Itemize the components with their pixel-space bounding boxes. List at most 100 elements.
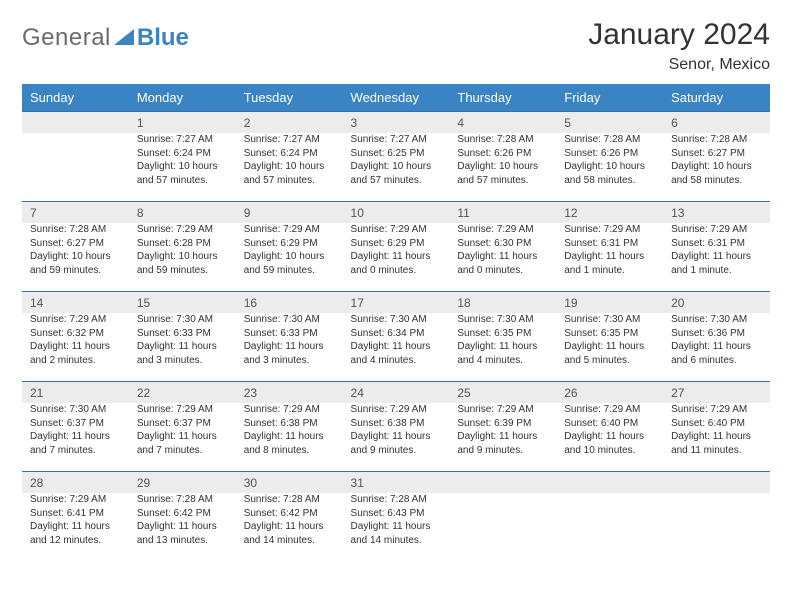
day-number-cell: 29 bbox=[129, 472, 236, 494]
day-detail-line: Daylight: 10 hours bbox=[671, 160, 762, 174]
day-detail-line: and 9 minutes. bbox=[457, 444, 548, 458]
day-detail-cell: Sunrise: 7:28 AMSunset: 6:26 PMDaylight:… bbox=[449, 133, 556, 202]
day-detail-line: and 5 minutes. bbox=[564, 354, 655, 368]
day-detail-cell: Sunrise: 7:30 AMSunset: 6:36 PMDaylight:… bbox=[663, 313, 770, 382]
day-detail-line: Sunset: 6:37 PM bbox=[137, 417, 228, 431]
day-detail-line: Sunset: 6:35 PM bbox=[457, 327, 548, 341]
day-number-cell: 2 bbox=[236, 112, 343, 134]
day-detail-line: Sunrise: 7:29 AM bbox=[351, 403, 442, 417]
day-detail-line: and 4 minutes. bbox=[351, 354, 442, 368]
day-detail-line: Sunset: 6:33 PM bbox=[137, 327, 228, 341]
day-number-cell: 25 bbox=[449, 382, 556, 404]
day-detail-line: Daylight: 10 hours bbox=[457, 160, 548, 174]
day-header: Wednesday bbox=[343, 84, 450, 112]
day-detail-cell: Sunrise: 7:28 AMSunset: 6:26 PMDaylight:… bbox=[556, 133, 663, 202]
day-detail-line: Daylight: 11 hours bbox=[564, 430, 655, 444]
title-block: January 2024 Senor, Mexico bbox=[588, 18, 770, 74]
day-detail-line: and 59 minutes. bbox=[137, 264, 228, 278]
day-detail-line: Sunset: 6:42 PM bbox=[244, 507, 335, 521]
day-detail-line: Daylight: 11 hours bbox=[564, 340, 655, 354]
day-detail-line: Sunrise: 7:29 AM bbox=[671, 403, 762, 417]
day-number-cell: 4 bbox=[449, 112, 556, 134]
day-detail-cell bbox=[449, 493, 556, 561]
day-detail-line: Sunset: 6:27 PM bbox=[30, 237, 121, 251]
week-detail-row: Sunrise: 7:29 AMSunset: 6:41 PMDaylight:… bbox=[22, 493, 770, 561]
day-detail-line: and 11 minutes. bbox=[671, 444, 762, 458]
day-detail-line: Sunrise: 7:29 AM bbox=[671, 223, 762, 237]
day-detail-line: Sunset: 6:39 PM bbox=[457, 417, 548, 431]
day-number-cell: 11 bbox=[449, 202, 556, 224]
day-detail-line: Daylight: 11 hours bbox=[137, 340, 228, 354]
day-detail-line: Sunrise: 7:30 AM bbox=[671, 313, 762, 327]
day-detail-line: Sunrise: 7:30 AM bbox=[564, 313, 655, 327]
day-detail-line: Daylight: 10 hours bbox=[351, 160, 442, 174]
day-detail-cell bbox=[663, 493, 770, 561]
day-header: Monday bbox=[129, 84, 236, 112]
logo-triangle-icon bbox=[114, 27, 134, 50]
week-number-row: 21222324252627 bbox=[22, 382, 770, 404]
header: General Blue January 2024 Senor, Mexico bbox=[22, 18, 770, 74]
day-detail-line: Daylight: 11 hours bbox=[137, 520, 228, 534]
day-detail-line: Sunset: 6:27 PM bbox=[671, 147, 762, 161]
day-detail-line: Sunrise: 7:29 AM bbox=[30, 313, 121, 327]
day-detail-line: Daylight: 11 hours bbox=[30, 520, 121, 534]
day-detail-line: and 57 minutes. bbox=[351, 174, 442, 188]
day-detail-line: Daylight: 11 hours bbox=[671, 250, 762, 264]
day-detail-line: Daylight: 11 hours bbox=[30, 340, 121, 354]
day-detail-line: Sunset: 6:35 PM bbox=[564, 327, 655, 341]
day-detail-cell: Sunrise: 7:27 AMSunset: 6:24 PMDaylight:… bbox=[236, 133, 343, 202]
day-detail-line: Sunset: 6:31 PM bbox=[671, 237, 762, 251]
day-detail-line: Sunset: 6:38 PM bbox=[244, 417, 335, 431]
day-detail-line: Daylight: 11 hours bbox=[351, 340, 442, 354]
day-detail-line: Sunset: 6:34 PM bbox=[351, 327, 442, 341]
day-number-cell: 31 bbox=[343, 472, 450, 494]
day-detail-line: Sunset: 6:33 PM bbox=[244, 327, 335, 341]
day-detail-cell: Sunrise: 7:29 AMSunset: 6:40 PMDaylight:… bbox=[556, 403, 663, 472]
day-detail-line: Sunrise: 7:27 AM bbox=[351, 133, 442, 147]
day-detail-cell: Sunrise: 7:28 AMSunset: 6:43 PMDaylight:… bbox=[343, 493, 450, 561]
day-detail-line: and 0 minutes. bbox=[457, 264, 548, 278]
day-detail-cell: Sunrise: 7:30 AMSunset: 6:33 PMDaylight:… bbox=[236, 313, 343, 382]
day-header: Saturday bbox=[663, 84, 770, 112]
day-detail-line: Sunrise: 7:29 AM bbox=[564, 403, 655, 417]
day-detail-line: and 14 minutes. bbox=[244, 534, 335, 548]
day-detail-cell: Sunrise: 7:29 AMSunset: 6:38 PMDaylight:… bbox=[236, 403, 343, 472]
day-number-cell bbox=[22, 112, 129, 134]
day-detail-line: and 2 minutes. bbox=[30, 354, 121, 368]
day-number-cell: 1 bbox=[129, 112, 236, 134]
week-number-row: 28293031 bbox=[22, 472, 770, 494]
day-detail-cell: Sunrise: 7:29 AMSunset: 6:28 PMDaylight:… bbox=[129, 223, 236, 292]
day-detail-line: Sunrise: 7:29 AM bbox=[564, 223, 655, 237]
page-subtitle: Senor, Mexico bbox=[588, 56, 770, 74]
day-detail-line: Sunset: 6:24 PM bbox=[244, 147, 335, 161]
day-detail-line: Sunrise: 7:30 AM bbox=[137, 313, 228, 327]
day-detail-line: Sunrise: 7:29 AM bbox=[30, 493, 121, 507]
calendar-head: SundayMondayTuesdayWednesdayThursdayFrid… bbox=[22, 84, 770, 112]
calendar-page: General Blue January 2024 Senor, Mexico … bbox=[0, 0, 792, 612]
day-number-cell: 12 bbox=[556, 202, 663, 224]
day-detail-line: and 1 minute. bbox=[671, 264, 762, 278]
day-detail-line: Sunset: 6:28 PM bbox=[137, 237, 228, 251]
day-detail-line: Sunset: 6:25 PM bbox=[351, 147, 442, 161]
day-number-cell: 22 bbox=[129, 382, 236, 404]
day-detail-cell: Sunrise: 7:30 AMSunset: 6:35 PMDaylight:… bbox=[449, 313, 556, 382]
day-detail-line: Sunrise: 7:30 AM bbox=[30, 403, 121, 417]
day-detail-line: and 7 minutes. bbox=[30, 444, 121, 458]
day-detail-line: and 14 minutes. bbox=[351, 534, 442, 548]
day-detail-line: Daylight: 10 hours bbox=[137, 250, 228, 264]
day-detail-line: and 57 minutes. bbox=[244, 174, 335, 188]
day-detail-line: and 58 minutes. bbox=[564, 174, 655, 188]
day-number-cell: 13 bbox=[663, 202, 770, 224]
day-header: Tuesday bbox=[236, 84, 343, 112]
day-detail-line: Sunrise: 7:28 AM bbox=[564, 133, 655, 147]
day-detail-line: and 4 minutes. bbox=[457, 354, 548, 368]
day-detail-line: Sunrise: 7:30 AM bbox=[457, 313, 548, 327]
day-detail-cell: Sunrise: 7:28 AMSunset: 6:27 PMDaylight:… bbox=[22, 223, 129, 292]
day-number-cell: 21 bbox=[22, 382, 129, 404]
day-detail-line: Sunset: 6:37 PM bbox=[30, 417, 121, 431]
day-detail-cell: Sunrise: 7:29 AMSunset: 6:32 PMDaylight:… bbox=[22, 313, 129, 382]
day-detail-line: Sunrise: 7:30 AM bbox=[244, 313, 335, 327]
day-detail-line: Daylight: 10 hours bbox=[137, 160, 228, 174]
day-number-cell: 23 bbox=[236, 382, 343, 404]
day-detail-line: Daylight: 10 hours bbox=[244, 160, 335, 174]
